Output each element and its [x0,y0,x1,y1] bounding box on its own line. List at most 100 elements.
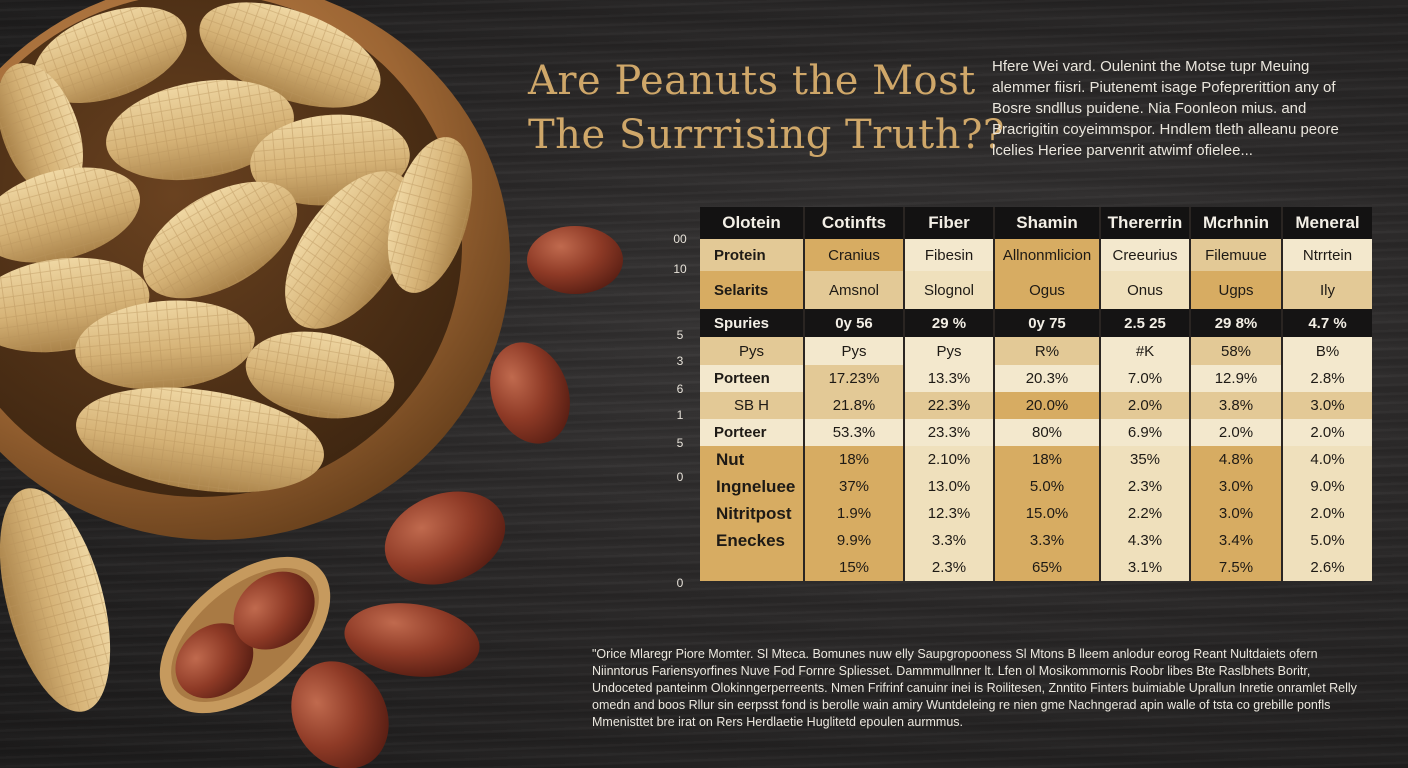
table-cell: 29 % [904,309,995,337]
table-cell: 9.0% [1282,473,1372,500]
table-cell: 7.5% [1190,554,1283,581]
table-cell: 3.8% [1190,392,1283,419]
table-cell: 15.0% [994,500,1101,527]
table-cell: Pys [700,337,805,365]
table-cell: Eneckes [700,527,805,554]
scale-label: 6 [676,382,684,396]
scale-label: 3 [676,354,684,368]
scale-label: 00 [673,232,687,246]
table-row: Nitritpost 1.9% 12.3% 15.0% 2.2% 3.0% 2.… [700,500,1372,527]
table-cell: Selarits [700,271,805,309]
column-header: Thererrin [1100,207,1191,239]
table-cell: 53.3% [804,419,905,446]
table-cell: 58% [1190,337,1283,365]
column-header: Cotinfts [804,207,905,239]
table-row: Ingneluee 37% 13.0% 5.0% 2.3% 3.0% 9.0% [700,473,1372,500]
table-row: Spuries 0y 56 29 % 0y 75 2.5 25 29 8% 4.… [700,309,1372,337]
table-cell: 2.0% [1282,500,1372,527]
table-cell: 3.3% [994,527,1101,554]
table-cell: 1.9% [804,500,905,527]
table-cell: 6.9% [1100,419,1191,446]
table-cell: 12.3% [904,500,995,527]
peanut-bowl-illustration [0,0,623,768]
title-line-2: The Surrrising Truth?? [528,112,1005,158]
table-cell: 2.8% [1282,365,1372,392]
table-cell: Filemuue [1190,239,1283,271]
table-cell: 15% [804,554,905,581]
table-cell: 2.0% [1282,419,1372,446]
table-cell: 0y 75 [994,309,1101,337]
table-cell: Creeurius [1100,239,1191,271]
table-cell: 2.5 25 [1100,309,1191,337]
column-header: Meneral [1282,207,1372,239]
table-cell: Amsnol [804,271,905,309]
table-cell: 2.0% [1100,392,1191,419]
table-cell: Protein [700,239,805,271]
column-header: Olotein [700,207,805,239]
table-cell: Ily [1282,271,1372,309]
scale-labels: 00 10 5 3 6 1 5 0 0 [668,230,696,590]
table-cell: 3.0% [1282,392,1372,419]
table-cell: Spuries [700,309,805,337]
nutrition-table: Olotein Cotinfts Fiber Shamin Thererrin … [700,207,1372,581]
table-cell: 2.0% [1190,419,1283,446]
table-header-row: Olotein Cotinfts Fiber Shamin Thererrin … [700,207,1372,239]
table-cell: 37% [804,473,905,500]
table-cell: 22.3% [904,392,995,419]
table-cell: 17.23% [804,365,905,392]
column-header: Fiber [904,207,995,239]
table-cell: SB H [700,392,805,419]
table-cell: 2.3% [904,554,995,581]
table-cell: Pys [804,337,905,365]
table-cell: 0y 56 [804,309,905,337]
table-cell: 3.0% [1190,500,1283,527]
table-cell: 4.3% [1100,527,1191,554]
table-cell: 2.6% [1282,554,1372,581]
table-cell: 13.3% [904,365,995,392]
table-cell: Pys [904,337,995,365]
table-cell: Porteer [700,419,805,446]
table-cell: 13.0% [904,473,995,500]
table-cell: Ingneluee [700,473,805,500]
table-cell: 4.7 % [1282,309,1372,337]
column-header: Shamin [994,207,1101,239]
table-cell: 2.3% [1100,473,1191,500]
table-row: Protein Cranius Fibesin Allnonmlicion Cr… [700,239,1372,271]
table-cell: 35% [1100,446,1191,473]
table-cell: 18% [804,446,905,473]
table-cell: 21.8% [804,392,905,419]
scale-label: 10 [673,262,687,276]
table-cell: Ntrrtein [1282,239,1372,271]
loose-peanut-shell [0,488,111,712]
table-cell: #K [1100,337,1191,365]
title-line-1: Are Peanuts the Most [528,58,976,104]
table-cell: 2.2% [1100,500,1191,527]
table-cell: 12.9% [1190,365,1283,392]
table-cell: 5.0% [994,473,1101,500]
table-cell: Fibesin [904,239,995,271]
scale-label: 5 [676,328,684,342]
table-cell: 9.9% [804,527,905,554]
scale-label: 1 [676,408,684,422]
table-cell: 80% [994,419,1101,446]
open-peanut-shell [159,556,331,714]
table-row: Porteer 53.3% 23.3% 80% 6.9% 2.0% 2.0% [700,419,1372,446]
table-cell: 2.10% [904,446,995,473]
peanut-kernels [291,226,623,768]
scale-label: 0 [676,470,684,484]
table-cell: 20.0% [994,392,1101,419]
table-row: Pys Pys Pys R% #K 58% B% [700,337,1372,365]
table-cell: 20.3% [994,365,1101,392]
page-title: Are Peanuts the Most The Surrrising Trut… [528,54,1005,162]
table-cell: 3.1% [1100,554,1191,581]
table-cell: 3.0% [1190,473,1283,500]
table-cell: Ogus [994,271,1101,309]
table-cell: Nut [700,446,805,473]
table-row: Porteen 17.23% 13.3% 20.3% 7.0% 12.9% 2.… [700,365,1372,392]
table-cell: Slognol [904,271,995,309]
scale-label: 5 [676,436,684,450]
table-cell: Allnonmlicion [994,239,1101,271]
table-row: 15% 2.3% 65% 3.1% 7.5% 2.6% [700,554,1372,581]
table-row: Eneckes 9.9% 3.3% 3.3% 4.3% 3.4% 5.0% [700,527,1372,554]
column-header: Mcrhnin [1190,207,1283,239]
